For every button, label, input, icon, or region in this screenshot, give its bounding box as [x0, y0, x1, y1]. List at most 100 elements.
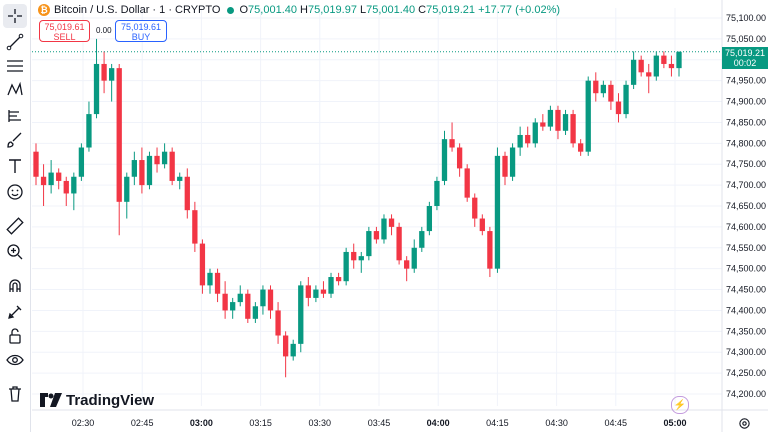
candle-body — [540, 122, 546, 127]
fib-tool[interactable] — [3, 54, 27, 78]
candle-body — [313, 289, 319, 298]
candle-body — [434, 180, 440, 206]
candle-body — [260, 289, 266, 307]
magnet-tool[interactable] — [3, 274, 27, 298]
x-tick-label: 05:00 — [663, 418, 686, 428]
candle-body — [600, 84, 607, 94]
remove-tool[interactable] — [3, 382, 27, 406]
sell-button[interactable]: 75,019.61 SELL — [39, 20, 90, 42]
candle-body — [615, 101, 622, 115]
candle-body — [358, 256, 364, 261]
x-tick-label: 04:30 — [545, 418, 568, 428]
candle-body — [343, 251, 349, 282]
last-price-badge: 75,019.21 00:02 — [722, 47, 768, 69]
candle-body — [116, 68, 122, 202]
symbol-title[interactable]: Bitcoin / U.S. Dollar · 1 · CRYPTO — [54, 4, 221, 16]
candle-body — [585, 80, 591, 152]
x-tick-label: 04:45 — [605, 418, 628, 428]
candle-body — [184, 176, 190, 211]
logo-text: TradingView — [66, 391, 155, 409]
lock-drawing-icon — [8, 305, 22, 319]
candle-body — [207, 272, 213, 286]
lock-drawings-tool[interactable] — [3, 300, 27, 324]
candle-body — [525, 134, 531, 144]
candle-body — [456, 147, 463, 169]
y-tick-label: 74,300.00 — [726, 347, 766, 357]
crosshair-icon — [8, 9, 22, 23]
trend-line-tool[interactable] — [3, 30, 27, 54]
candle-body — [653, 55, 659, 77]
forecast-tool[interactable] — [3, 104, 27, 128]
crosshair-tool[interactable] — [3, 4, 27, 28]
candle-body — [78, 147, 85, 177]
x-tick-label: 03:30 — [309, 418, 332, 428]
candle-body — [267, 289, 274, 311]
candle-body — [40, 176, 47, 186]
candle-body — [366, 231, 372, 257]
zoom-in-icon — [7, 244, 23, 260]
candle-body — [237, 293, 243, 303]
forecast-icon — [8, 110, 21, 122]
y-tick-label: 74,850.00 — [726, 117, 766, 127]
left-drawing-toolbar — [0, 0, 31, 432]
candle-body — [169, 151, 175, 181]
x-tick-label: 02:30 — [72, 418, 95, 428]
candle-body — [661, 55, 667, 64]
candle-body — [487, 231, 493, 269]
symbol-legend: ₿ Bitcoin / U.S. Dollar · 1 · CRYPTO O75… — [38, 2, 560, 18]
brush-icon — [7, 132, 22, 148]
fib-retracement-icon — [7, 60, 23, 72]
pattern-tool[interactable] — [3, 78, 27, 102]
candle-body — [48, 172, 54, 186]
settings-icon[interactable] — [738, 417, 751, 430]
emoji-icon — [7, 184, 23, 200]
zoom-in-tool[interactable] — [3, 240, 27, 264]
candle-body — [532, 122, 538, 144]
candle-body — [222, 293, 228, 311]
candle-body — [404, 260, 410, 269]
emoji-tool[interactable] — [3, 180, 27, 204]
buy-button[interactable]: 75,019.61 BUY — [115, 20, 167, 42]
y-tick-label: 74,950.00 — [726, 76, 766, 86]
trash-icon — [9, 386, 21, 402]
candle-body — [275, 310, 281, 336]
candle-body — [623, 84, 629, 115]
candle-body — [608, 84, 614, 102]
tradingview-logo[interactable]: TradingView — [40, 390, 154, 410]
y-tick-label: 74,450.00 — [726, 285, 766, 295]
candle-body — [646, 72, 652, 77]
y-tick-label: 74,200.00 — [726, 389, 766, 399]
y-tick-label: 74,550.00 — [726, 243, 766, 253]
go-to-realtime-button[interactable]: ⚡ — [671, 396, 689, 414]
y-tick-label: 74,600.00 — [726, 222, 766, 232]
candle-body — [381, 218, 387, 240]
candle-body — [290, 343, 296, 357]
sell-price: 75,019.61 — [44, 22, 85, 32]
candle-body — [214, 272, 221, 294]
hide-tool[interactable] — [3, 348, 27, 372]
candle-body — [396, 226, 402, 261]
candle-body — [328, 277, 334, 294]
candle-body — [131, 160, 137, 177]
lock-tool[interactable] — [3, 324, 27, 348]
lightning-icon: ⚡ — [673, 399, 687, 411]
last-price-value: 75,019.21 — [724, 48, 766, 58]
candle-body — [199, 243, 206, 286]
text-tool[interactable] — [3, 154, 27, 178]
candle-body — [139, 160, 145, 186]
candle-body — [154, 155, 160, 165]
candle-body — [472, 197, 478, 219]
candle-body — [502, 155, 508, 177]
candle-body — [351, 251, 357, 261]
candle-body — [676, 51, 682, 69]
bar-countdown: 00:02 — [733, 58, 757, 68]
candle-body — [517, 134, 523, 148]
candle-body — [192, 210, 198, 244]
ruler-tool[interactable] — [3, 214, 27, 238]
brush-tool[interactable] — [3, 128, 27, 152]
y-tick-label: 74,700.00 — [726, 180, 766, 190]
candle-body — [638, 59, 644, 73]
candle-body — [56, 172, 62, 181]
candle-body — [298, 285, 304, 344]
